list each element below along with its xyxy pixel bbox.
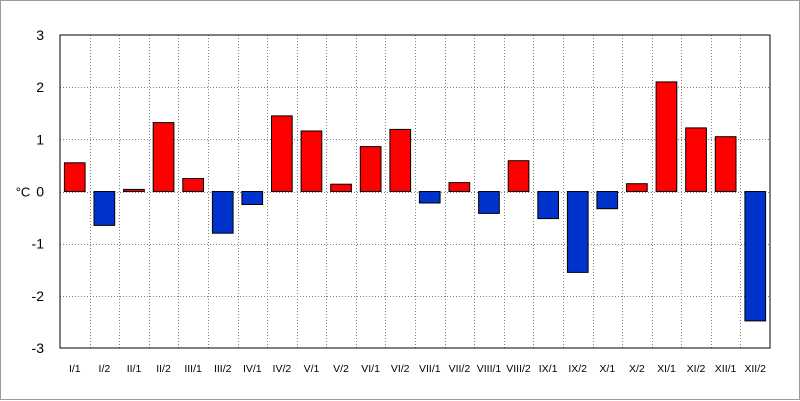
bar-II/1 bbox=[123, 188, 145, 192]
x-tick-label: V/1 bbox=[304, 363, 320, 375]
x-tick-label: VII/2 bbox=[449, 363, 471, 375]
x-tick-label: IV/2 bbox=[273, 363, 292, 375]
bar-I/1 bbox=[63, 162, 86, 193]
x-tick-label: II/1 bbox=[127, 363, 142, 375]
x-tick-label: XI/2 bbox=[687, 363, 706, 375]
x-tick-label: XI/1 bbox=[657, 363, 676, 375]
x-tick-label: VIII/1 bbox=[477, 363, 502, 375]
x-tick-label: I/1 bbox=[69, 363, 81, 375]
bar-XI/1 bbox=[655, 81, 678, 192]
x-tick-label: X/2 bbox=[629, 363, 645, 375]
bar-VIII/2 bbox=[507, 160, 530, 192]
y-axis-label: °C bbox=[16, 185, 31, 200]
plot-area bbox=[59, 34, 771, 349]
x-tick-label: XII/1 bbox=[715, 363, 737, 375]
y-tick-label: 3 bbox=[36, 27, 44, 43]
y-tick-label: -3 bbox=[32, 340, 45, 356]
x-tick-label: I/2 bbox=[99, 363, 111, 375]
y-tick-label: 1 bbox=[36, 131, 44, 147]
x-tick-label: V/2 bbox=[333, 363, 349, 375]
bar-VI/1 bbox=[359, 146, 382, 193]
bar-VI/2 bbox=[389, 128, 412, 192]
y-tick-label: -2 bbox=[32, 288, 45, 304]
x-tick-label: VII/1 bbox=[419, 363, 441, 375]
bar-VII/1 bbox=[418, 191, 441, 204]
bar-V/2 bbox=[330, 183, 352, 192]
bar-VII/2 bbox=[448, 182, 471, 193]
grid bbox=[60, 35, 770, 348]
y-tick-label: -1 bbox=[32, 236, 45, 252]
bar-I/2 bbox=[93, 191, 116, 226]
bar-X/2 bbox=[626, 183, 648, 192]
x-axis-ticks: I/1 I/2 II/1 II/2 III/1 III/2 IV/1 IV/2 V/1 V/2 VI… bbox=[69, 363, 766, 375]
x-tick-label: X/1 bbox=[599, 363, 615, 375]
bar-X/1 bbox=[596, 191, 619, 210]
bar-IX/1 bbox=[537, 191, 559, 220]
bars bbox=[63, 81, 767, 322]
bar-VIII/1 bbox=[478, 191, 500, 214]
bar-V/1 bbox=[300, 130, 323, 192]
bar-II/2 bbox=[152, 122, 175, 192]
x-tick-label: III/2 bbox=[214, 363, 232, 375]
bar-III/1 bbox=[182, 178, 205, 192]
x-tick-label: IV/1 bbox=[243, 363, 262, 375]
bar-IX/2 bbox=[566, 191, 589, 273]
bar-IV/1 bbox=[241, 191, 264, 205]
x-tick-label: VIII/2 bbox=[506, 363, 531, 375]
bar-XII/1 bbox=[714, 136, 737, 192]
bar-III/2 bbox=[211, 191, 234, 234]
x-tick-label: III/1 bbox=[184, 363, 202, 375]
x-tick-label: VI/1 bbox=[361, 363, 380, 375]
x-tick-label: VI/2 bbox=[391, 363, 410, 375]
y-tick-label: 2 bbox=[36, 79, 44, 95]
x-tick-label: XII/2 bbox=[744, 363, 766, 375]
y-axis-ticks: 3 2 1 0 -1 -2 -3 bbox=[32, 27, 45, 356]
bar-XII/2 bbox=[744, 191, 767, 322]
bar-XI/2 bbox=[685, 127, 707, 192]
x-tick-label: IX/2 bbox=[568, 363, 587, 375]
x-tick-label: II/2 bbox=[156, 363, 171, 375]
y-tick-label: 0 bbox=[36, 184, 44, 200]
x-tick-label: IX/1 bbox=[539, 363, 558, 375]
bar-IV/2 bbox=[271, 115, 293, 192]
